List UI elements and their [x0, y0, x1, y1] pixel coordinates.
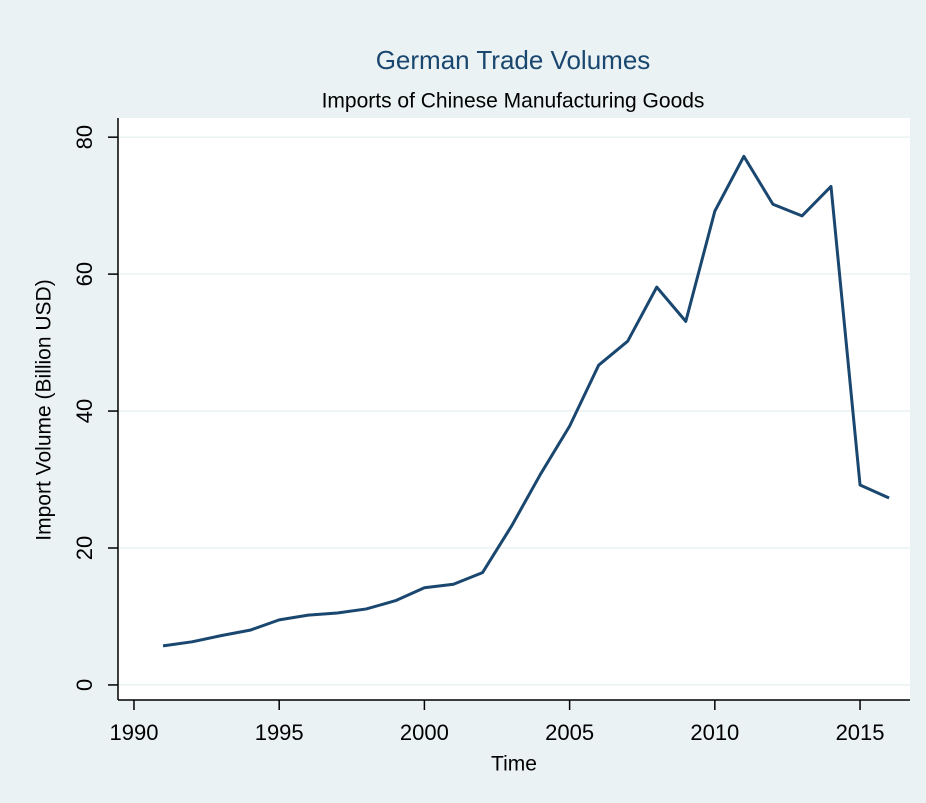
- x-tick-label: 2015: [836, 720, 885, 745]
- y-tick-label: 0: [72, 679, 97, 691]
- x-tick-label: 2000: [400, 720, 449, 745]
- y-tick-label: 40: [72, 399, 97, 423]
- x-tick-label: 1995: [255, 720, 304, 745]
- y-tick-label: 80: [72, 125, 97, 149]
- y-tick-label: 60: [72, 262, 97, 286]
- chart-title: German Trade Volumes: [376, 45, 651, 75]
- chart-subtitle: Imports of Chinese Manufacturing Goods: [322, 90, 705, 113]
- plot-area: [118, 118, 910, 700]
- y-axis-label: Import Volume (Billion USD): [33, 279, 56, 540]
- y-tick-label: 20: [72, 536, 97, 560]
- x-tick-label: 1990: [109, 720, 158, 745]
- x-tick-label: 2010: [690, 720, 739, 745]
- x-tick-label: 2005: [545, 720, 594, 745]
- x-axis-label: Time: [491, 753, 537, 776]
- data-line: [162, 154, 890, 648]
